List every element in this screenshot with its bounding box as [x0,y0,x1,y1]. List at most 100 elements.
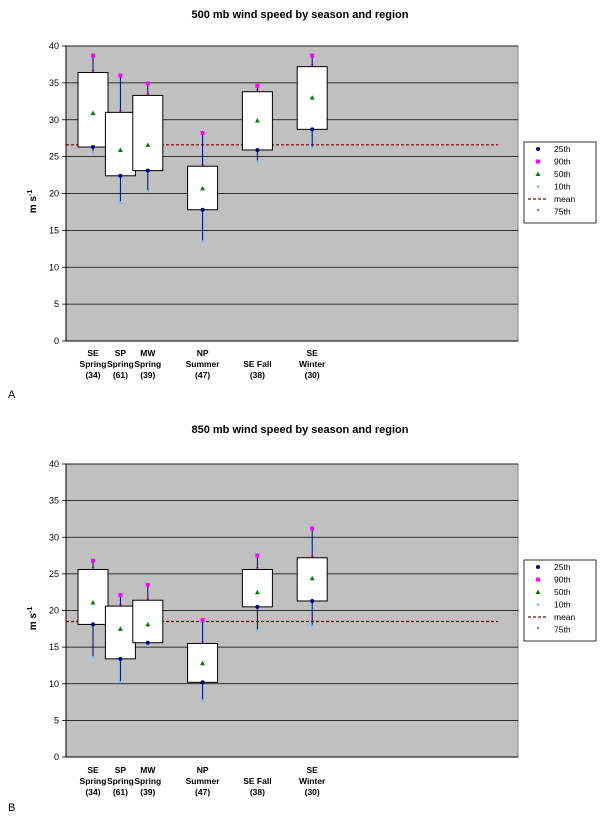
legend-marker-10th [536,603,540,606]
x-category-label: SE [87,348,99,358]
x-category-label: SE [87,765,99,775]
legend: 25th 90th 50th 10th mean * 75th [523,141,597,224]
marker-75th: * [256,88,259,97]
legend-box [523,559,597,642]
box [104,111,136,177]
marker-25th [255,147,260,152]
x-category-label: (61) [113,370,128,380]
marker-90th [255,83,260,88]
legend-label: 25th [554,144,571,154]
marker-75th: * [91,69,94,78]
x-category-label: SP [115,348,127,358]
y-axis-label: m s-1 [27,190,39,214]
x-category-label: (61) [113,787,128,797]
y-tick-label: 30 [49,532,59,542]
marker-10th [201,699,204,702]
marker-75th: * [256,565,259,574]
box [104,605,136,660]
legend-box [523,141,597,224]
y-axis-label-text: m s [28,196,39,214]
marker-50th [90,110,96,116]
x-category-label: SE [307,765,319,775]
y-tick-label: 0 [54,752,59,762]
legend-marker-50th [535,589,541,594]
x-category-label: Spring [107,359,134,369]
legend-marker-90th [536,159,540,164]
legend-label: mean [554,612,576,622]
x-category-label: NP [197,348,209,358]
legend-label: 90th [554,575,571,585]
marker-25th [118,656,123,661]
x-category-label: Spring [107,776,134,786]
x-category-label: MW [140,348,156,358]
legend-label: 75th [554,207,571,217]
marker-90th [145,81,150,86]
y-axis-label-text: m s [28,613,39,631]
marker-50th [117,147,123,152]
marker-50th [254,589,260,595]
marker-10th [146,189,150,193]
y-tick-label: 15 [49,225,59,235]
y-axis-label: m s-1 [27,607,39,631]
marker-90th [200,618,205,623]
marker-50th [145,142,151,147]
y-tick-label: 30 [49,115,59,125]
x-category-label: Spring [134,359,161,369]
x-category-label: (39) [140,787,155,797]
legend-label: 25th [554,562,571,572]
y-tick-label: 15 [49,642,59,652]
legend-marker-10th [536,185,540,188]
legend-marker-90th [536,577,540,582]
marker-10th [91,656,95,659]
marker-10th [201,240,204,243]
marker-50th [254,117,260,123]
marker-10th [256,628,259,632]
box [77,72,109,148]
x-category-label: (34) [85,370,100,380]
legend-label: 90th [554,157,571,167]
marker-50th [200,660,206,666]
x-category-label: (38) [250,787,265,797]
x-category-label: Winter [299,776,326,786]
x-category-label: Winter [299,359,326,369]
x-category-label: (30) [305,370,320,380]
marker-10th [310,146,314,150]
x-category-label: Summer [186,359,221,369]
legend-marker-25th [536,565,540,569]
chart-b: 850 mb wind speed by season and region 0 5… [8,424,597,814]
legend-label: 10th [554,182,571,192]
panel-label: B [8,802,15,814]
chart-title: 500 mb wind speed by season and region [191,9,408,21]
box [77,568,109,625]
panel-label: A [8,389,16,401]
marker-25th [200,207,205,212]
legend-marker-25th [536,147,540,151]
y-tick-label: 40 [49,459,59,469]
legend: 25th 90th 50th 10th mean * 75th [523,559,597,642]
y-tick-label: 10 [49,679,59,689]
marker-25th [310,127,315,132]
x-category-label: (47) [195,370,210,380]
marker-75th: * [119,108,122,117]
legend-label: 50th [554,169,571,179]
x-category-label: SE [307,348,319,358]
marker-10th [91,150,95,154]
marker-75th: * [311,63,314,72]
marker-25th [200,680,205,685]
marker-25th [91,145,95,150]
marker-75th: * [146,91,149,100]
box [241,568,273,608]
marker-10th [310,624,314,628]
x-category-label: MW [140,765,156,775]
legend-label: 50th [554,587,571,597]
y-axis-label-superscript: -1 [27,190,34,196]
x-category-label: (38) [250,370,265,380]
box [187,642,219,683]
marker-90th [91,558,95,563]
marker-25th [118,173,123,178]
chart-title: 850 mb wind speed by season and region [191,424,408,436]
legend-marker-75th: * [536,208,539,217]
marker-10th [256,160,259,164]
x-category-label: SE Fall [243,776,271,786]
